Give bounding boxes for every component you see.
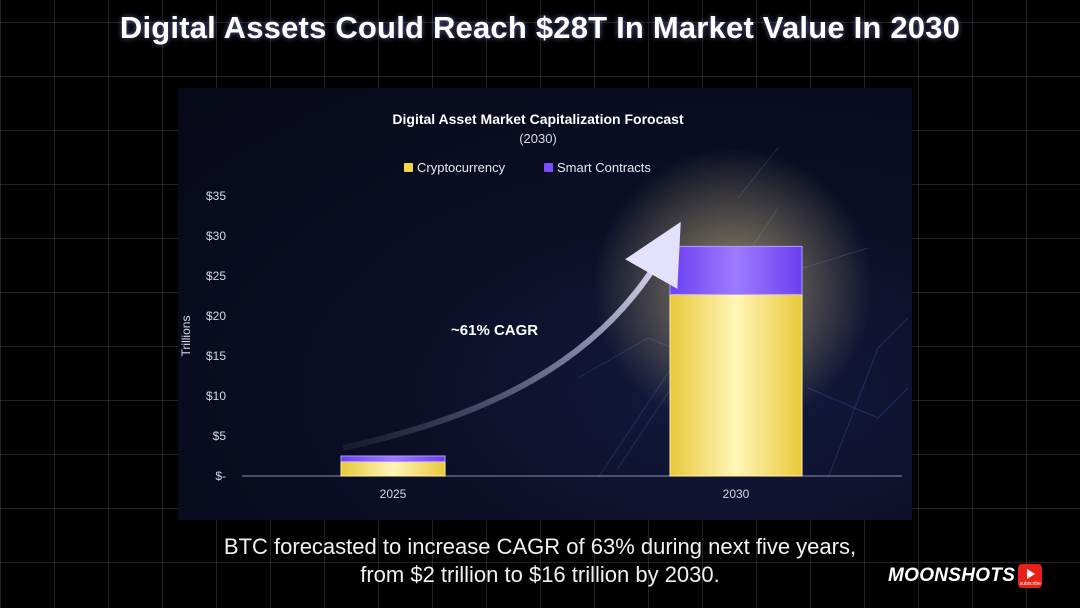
chart-subtitle: (2030) xyxy=(519,131,557,146)
market-cap-chart: Digital Asset Market Capitalization Foro… xyxy=(179,111,909,501)
y-tick-label: $25 xyxy=(206,269,226,283)
caption-line-1: BTC forecasted to increase CAGR of 63% d… xyxy=(223,534,857,559)
cagr-annotation: ~61% CAGR xyxy=(451,322,538,339)
caption-line-2: from $2 trillion to $16 trillion by 2030… xyxy=(360,562,720,587)
bar-smart-contracts-2030 xyxy=(669,245,803,295)
cagr-arrow xyxy=(342,221,681,451)
y-axis-ticks: $- $5 $10 $15 $20 $25 $30 $35 xyxy=(206,189,226,483)
x-axis-ticks: 2025 2030 xyxy=(380,487,750,501)
y-tick-label: $30 xyxy=(206,229,226,243)
chart-panel: Digital Asset Market Capitalization Foro… xyxy=(178,88,912,520)
legend: Cryptocurrency Smart Contracts xyxy=(404,160,651,175)
y-tick-label: $35 xyxy=(206,189,226,203)
legend-label: Cryptocurrency xyxy=(417,160,506,175)
legend-label: Smart Contracts xyxy=(557,160,651,175)
legend-swatch xyxy=(544,163,553,172)
subscribe-label: subscribe xyxy=(1019,581,1041,587)
brand-name: MOONSHOTS xyxy=(888,565,1016,586)
bar-cryptocurrency-2025 xyxy=(340,461,446,477)
bars xyxy=(340,245,803,477)
x-tick-label: 2025 xyxy=(380,487,407,501)
brand-watermark: MOONSHOTS subscribe xyxy=(888,563,1043,589)
y-tick-label: $5 xyxy=(213,429,227,443)
youtube-subscribe-icon[interactable]: subscribe xyxy=(1018,564,1043,588)
bar-smart-contracts-2025 xyxy=(340,455,446,463)
headline: Digital Assets Could Reach $28T In Marke… xyxy=(119,10,961,45)
legend-swatch xyxy=(404,163,413,172)
chart-title: Digital Asset Market Capitalization Foro… xyxy=(392,111,684,127)
y-tick-label: $10 xyxy=(206,389,226,403)
x-tick-label: 2030 xyxy=(723,487,750,501)
y-axis-label: Trillions xyxy=(179,316,193,357)
bar-cryptocurrency-2030 xyxy=(669,293,803,477)
y-tick-label: $15 xyxy=(206,349,226,363)
y-tick-label: $- xyxy=(215,469,226,483)
caption: BTC forecasted to increase CAGR of 63% d… xyxy=(120,533,960,589)
y-tick-label: $20 xyxy=(206,309,226,323)
